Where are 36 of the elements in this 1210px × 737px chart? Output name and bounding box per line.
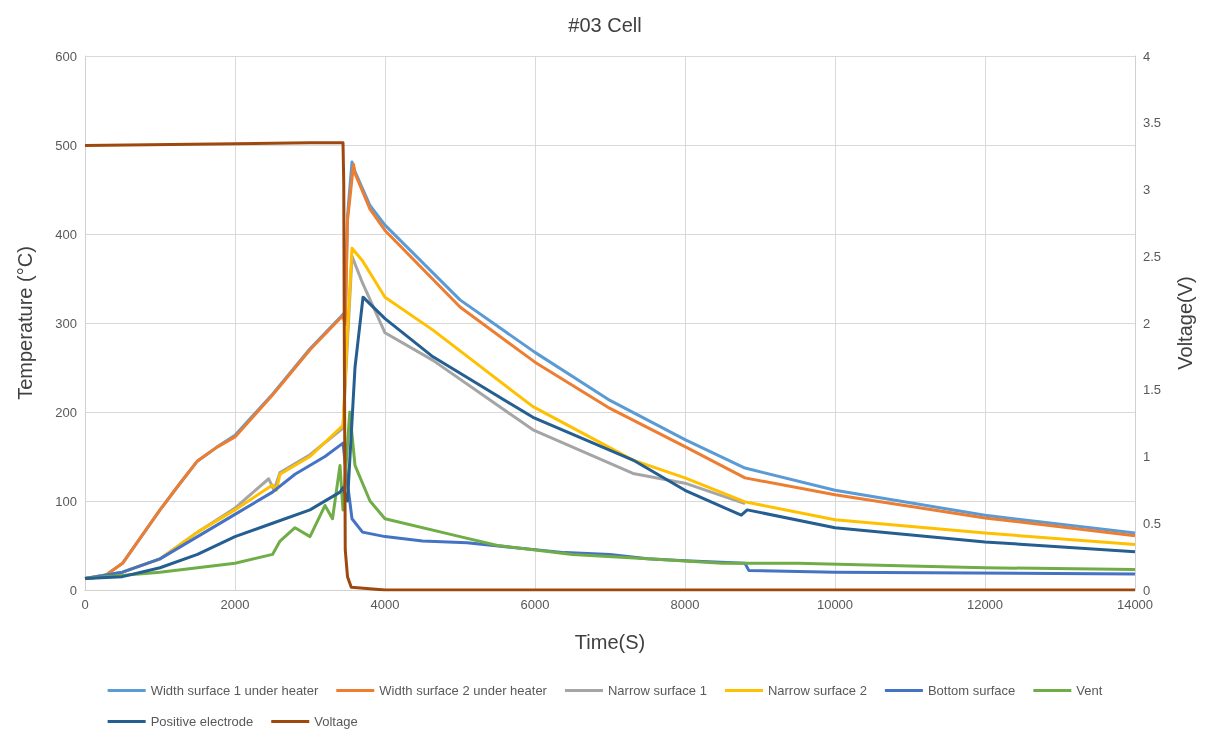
x-tick-label: 10000 xyxy=(816,597,854,612)
legend-label: Narrow surface 2 xyxy=(767,683,867,698)
x-tick-label: 14000 xyxy=(1116,597,1154,612)
y-tick-label: 400 xyxy=(55,226,77,242)
y2-tick-label: 2.5 xyxy=(1143,248,1162,264)
y2-tick-label: 3 xyxy=(1143,182,1151,197)
y-tick-label: 200 xyxy=(55,404,77,420)
y2-tick-label: 4 xyxy=(1143,48,1151,64)
y2-tick-label: 1 xyxy=(1143,449,1151,464)
legend-label: Width surface 2 under heater xyxy=(379,683,548,698)
y2-tick-label: 0.5 xyxy=(1143,515,1162,531)
y2-axis-title: Voltage(V) xyxy=(1174,276,1196,370)
y-tick-label: 0 xyxy=(69,582,77,598)
x-tick-label: 2000 xyxy=(220,597,250,612)
legend-label: Bottom surface xyxy=(927,683,1016,698)
x-axis-title: Time(S) xyxy=(574,631,646,653)
legend-label: Narrow surface 1 xyxy=(607,683,707,698)
y2-tick-label: 2 xyxy=(1143,315,1151,331)
x-tick-label: 4000 xyxy=(370,597,400,612)
legend-label: Width surface 1 under heater xyxy=(150,683,319,698)
y-axis-title: Temperature (°C) xyxy=(14,246,36,400)
y-tick-label: 600 xyxy=(55,48,77,64)
y2-tick-label: 3.5 xyxy=(1143,115,1162,131)
chart-title: #03 Cell xyxy=(568,14,642,36)
x-tick-label: 6000 xyxy=(520,597,550,612)
x-tick-label: 8000 xyxy=(670,597,700,612)
y-tick-label: 500 xyxy=(55,137,77,153)
x-tick-label: 0 xyxy=(81,597,89,612)
y-tick-label: 300 xyxy=(55,315,77,331)
legend-label: Voltage xyxy=(314,714,358,729)
y2-tick-label: 1.5 xyxy=(1143,382,1162,398)
legend-label: Positive electrode xyxy=(150,714,254,729)
x-tick-label: 12000 xyxy=(966,597,1004,612)
legend-label: Vent xyxy=(1076,683,1103,698)
y2-tick-label: 0 xyxy=(1143,582,1151,598)
y-tick-label: 100 xyxy=(55,493,77,509)
